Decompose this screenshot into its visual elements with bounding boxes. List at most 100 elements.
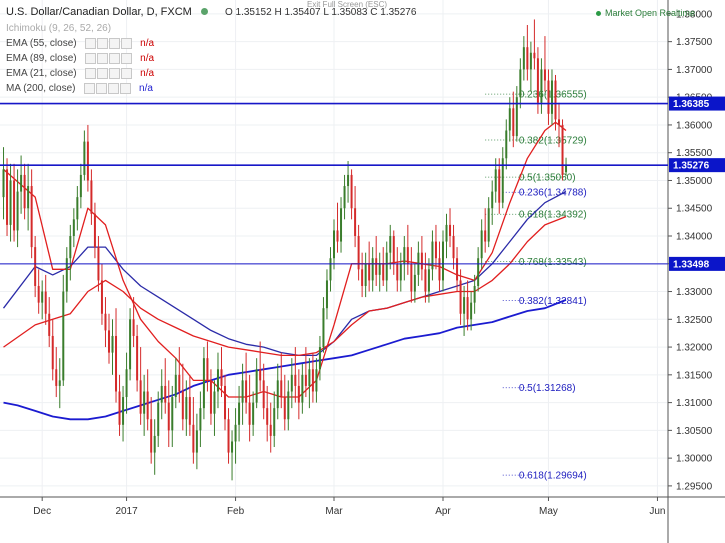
price-label-text: 1.35276 (673, 161, 710, 172)
candle-body (431, 241, 434, 270)
candle-body (519, 69, 522, 98)
candle-body (100, 280, 103, 314)
candle-body (501, 158, 504, 203)
candle-body (354, 208, 357, 237)
candle-body (13, 180, 16, 231)
candle-body (441, 241, 444, 281)
legend-row-ichimoku[interactable]: Ichimoku (9, 26, 52, 26) (6, 22, 111, 35)
candle-body (515, 97, 518, 137)
y-tick-label: 1.30000 (676, 454, 713, 465)
candle-body (333, 230, 335, 259)
legend-label: EMA (89, close) (6, 53, 77, 65)
close-icon[interactable] (121, 52, 133, 64)
legend-row-ema21[interactable]: EMA (21, close) n/a (6, 67, 154, 80)
legend-label: EMA (55, close) (6, 38, 77, 50)
candle-body (209, 380, 212, 414)
legend-value: n/a (140, 38, 155, 50)
legend-controls[interactable] (85, 37, 133, 50)
candle-body (294, 374, 297, 386)
candle-body (107, 330, 110, 353)
eye-icon[interactable] (85, 67, 97, 79)
candle-body (111, 335, 114, 353)
legend-label: EMA (21, close) (6, 68, 77, 80)
candle-body (318, 347, 321, 370)
price-label-text: 1.36385 (673, 99, 710, 110)
candle-body (396, 263, 399, 281)
legend-controls[interactable] (84, 82, 132, 95)
candle-body (438, 258, 441, 281)
candle-body (375, 258, 378, 275)
candle-body (86, 141, 89, 181)
candle-body (558, 119, 561, 125)
candle-body (266, 408, 269, 425)
candle-body (234, 424, 237, 442)
candle-body (44, 291, 47, 314)
eye-icon[interactable] (85, 52, 97, 64)
candle-body (434, 241, 437, 259)
legend-row-ema89[interactable]: EMA (89, close) n/a (6, 52, 154, 65)
candle-body (301, 374, 304, 403)
candle-body (202, 358, 205, 409)
exit-fullscreen-hint[interactable]: Exit Full Screen (ESC) (307, 0, 388, 9)
candle-body (540, 69, 543, 103)
settings-icon[interactable] (97, 37, 109, 49)
candle-body (255, 369, 258, 403)
candle-body (115, 335, 118, 392)
candle-body (304, 374, 307, 386)
legend-row-ma200[interactable]: MA (200, close) n/a (6, 82, 153, 95)
y-tick-label: 1.30500 (676, 426, 713, 437)
candle-body (132, 319, 135, 336)
legend-controls[interactable] (85, 67, 133, 80)
candle-body (554, 80, 557, 120)
candle-body (477, 258, 480, 286)
settings-icon[interactable] (97, 67, 109, 79)
format-icon[interactable] (109, 52, 121, 64)
chart-title-bar: U.S. Dollar/Canadian Dollar, D, FXCM O 1… (6, 6, 416, 18)
candle-body (2, 169, 5, 198)
candle-body (424, 269, 427, 292)
close-icon[interactable] (121, 67, 133, 79)
candle-body (522, 47, 525, 70)
legend-label: MA (200, close) (6, 83, 76, 95)
candle-body (213, 391, 216, 414)
candle-body (382, 263, 385, 281)
y-tick-label: 1.31500 (676, 370, 713, 381)
legend-row-ema55[interactable]: EMA (55, close) n/a (6, 37, 154, 50)
eye-icon[interactable] (84, 82, 96, 94)
x-tick-label: 2017 (115, 506, 138, 517)
candle-body (192, 424, 195, 453)
candle-body (287, 391, 290, 420)
close-icon[interactable] (121, 37, 133, 49)
close-icon[interactable] (120, 82, 132, 94)
candle-body (452, 236, 455, 259)
candle-body (181, 391, 184, 420)
candle-body (20, 174, 23, 192)
legend-controls[interactable] (85, 52, 133, 65)
candle-body (480, 230, 483, 259)
legend-label: Ichimoku (9, 26, 52, 26) (6, 23, 112, 34)
format-icon[interactable] (108, 82, 120, 94)
fib-a-label: 0.382(1.35729) (519, 135, 587, 146)
y-tick-label: 1.31000 (676, 398, 713, 409)
candle-body (195, 430, 198, 453)
settings-icon[interactable] (96, 82, 108, 94)
format-icon[interactable] (109, 67, 121, 79)
settings-icon[interactable] (97, 52, 109, 64)
status-dot-icon (200, 8, 208, 15)
candle-body (259, 369, 262, 381)
market-open-dot-icon (595, 11, 601, 17)
candle-body (188, 397, 191, 425)
candle-body (185, 397, 188, 420)
fib-b-label: 0.5(1.31268) (519, 383, 576, 394)
candle-body (167, 402, 170, 431)
candle-body (16, 191, 19, 231)
candle-body (34, 247, 37, 286)
candle-body (329, 258, 332, 281)
candle-body (139, 380, 142, 414)
candle-body (505, 130, 508, 159)
format-icon[interactable] (109, 37, 121, 49)
candle-body (368, 263, 371, 281)
y-tick-label: 1.32500 (676, 315, 713, 326)
eye-icon[interactable] (85, 37, 97, 49)
